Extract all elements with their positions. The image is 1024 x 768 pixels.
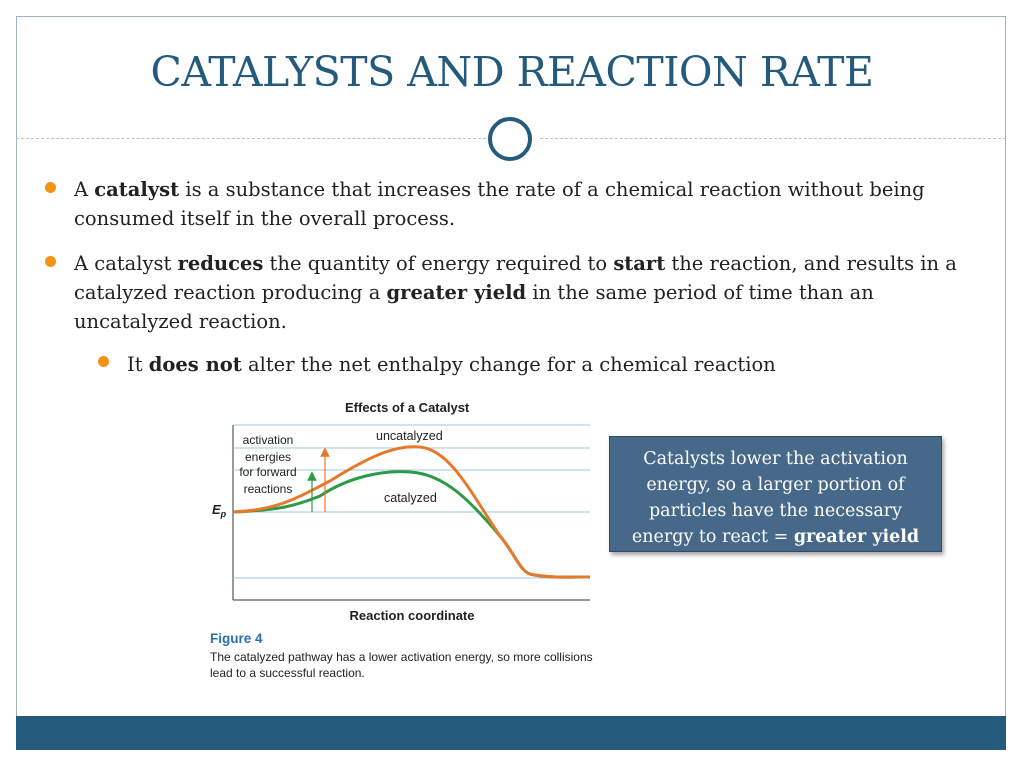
bullet-text: the quantity of energy required to xyxy=(263,252,614,275)
bullet-text: is a substance that increases the rate o… xyxy=(74,178,925,230)
bullet-bold: catalyst xyxy=(94,178,180,201)
footer-bar xyxy=(16,716,1006,750)
bullet-dot-icon xyxy=(45,182,56,193)
bullet-text: A catalyst xyxy=(74,252,178,275)
bullet-bold: reduces xyxy=(177,252,264,275)
annotation-line: activation xyxy=(243,433,294,447)
figure-caption: The catalyzed pathway has a lower activa… xyxy=(210,650,593,680)
figure-caption-head: Figure 4 xyxy=(210,631,263,646)
ep-axis-label: Ep xyxy=(212,502,227,519)
title-divider-left xyxy=(16,138,486,139)
slide-title: CATALYSTS AND REACTION RATE xyxy=(150,48,874,96)
figure-effects-of-catalyst: Effects of a Catalyst Ep uncatalyzed cat… xyxy=(200,396,600,686)
sub-bullet-enthalpy: It does not alter the net enthalpy chang… xyxy=(127,350,987,379)
bullet-text: in the same period of time than an uncat… xyxy=(74,281,874,333)
bullet-catalyst-effect: A catalyst reduces the quantity of energ… xyxy=(74,249,994,336)
callout-text: Catalysts lower the activation energy, s… xyxy=(631,449,908,547)
callout-box: Catalysts lower the activation energy, s… xyxy=(609,436,942,552)
title-divider-right xyxy=(540,138,1006,139)
annotation-line: for forward xyxy=(239,465,296,479)
catalyzed-label: catalyzed xyxy=(384,491,437,505)
divider-circle-ornament xyxy=(488,117,532,161)
sub-bullet-dot-icon xyxy=(98,356,109,367)
bullet-text: the reaction, and results in a catalyzed… xyxy=(74,252,957,304)
x-axis-label: Reaction coordinate xyxy=(350,608,475,623)
chart-title: Effects of a Catalyst xyxy=(345,400,470,415)
bullet-text: It xyxy=(127,353,149,376)
annotation-line: energies xyxy=(245,450,291,464)
bullet-bold: does not xyxy=(148,353,242,376)
bullet-catalyst-definition: A catalyst is a substance that increases… xyxy=(74,175,974,233)
bullet-text: A xyxy=(74,178,95,201)
bullet-bold: greater yield xyxy=(386,281,527,304)
energy-profile-chart: Ep uncatalyzed catalyzed activation ener… xyxy=(212,424,591,623)
bullet-bold: start xyxy=(613,252,666,275)
bullet-dot-icon xyxy=(45,256,56,267)
bullet-text: alter the net enthalpy change for a chem… xyxy=(241,353,776,376)
annotation-line: reactions xyxy=(244,482,293,496)
uncatalyzed-label: uncatalyzed xyxy=(376,429,443,443)
uncatalyzed-curve xyxy=(232,445,591,579)
callout-bold: greater yield xyxy=(793,527,920,547)
